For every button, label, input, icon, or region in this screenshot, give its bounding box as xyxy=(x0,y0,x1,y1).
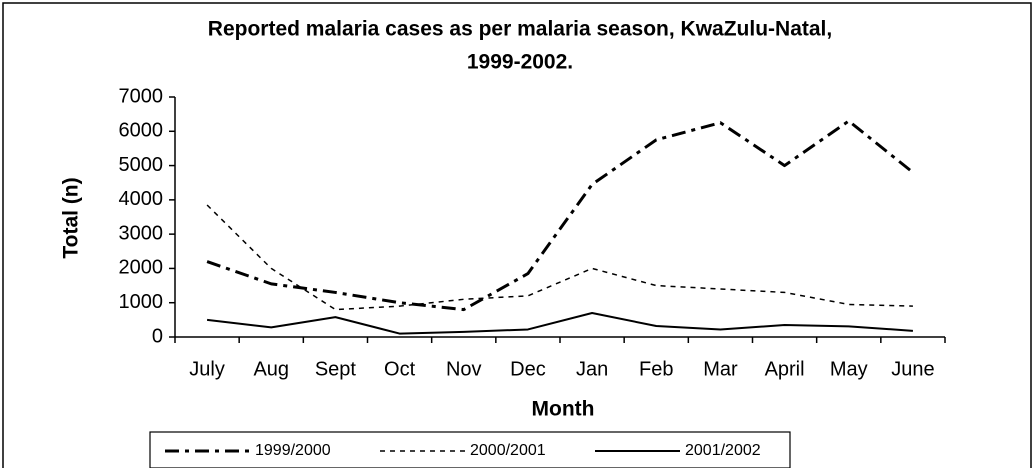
y-tick-label: 1000 xyxy=(119,291,164,313)
x-tick-label: Aug xyxy=(253,358,289,380)
y-tick-label: 0 xyxy=(152,325,163,347)
x-tick-label: May xyxy=(830,358,868,380)
x-tick-label: July xyxy=(189,358,225,380)
y-tick-label: 7000 xyxy=(119,85,164,107)
legend-label: 2001/2002 xyxy=(685,442,761,459)
y-tick-label: 3000 xyxy=(119,222,164,244)
legend-label: 1999/2000 xyxy=(255,442,331,459)
legend-label: 2000/2001 xyxy=(470,442,546,459)
series-line xyxy=(206,119,914,312)
y-tick-label: 6000 xyxy=(119,120,164,142)
x-tick-label: June xyxy=(891,358,934,380)
chart-title: 1999-2002. xyxy=(467,51,573,74)
x-tick-label: Nov xyxy=(446,358,482,380)
x-axis-title: Month xyxy=(532,398,595,421)
x-tick-label: Dec xyxy=(510,358,546,380)
x-tick-label: Jan xyxy=(576,358,608,380)
y-axis-title: Total (n) xyxy=(60,177,83,258)
x-tick-label: Feb xyxy=(639,358,673,380)
x-tick-label: Oct xyxy=(384,358,416,380)
y-tick-label: 5000 xyxy=(119,154,164,176)
x-tick-label: Sept xyxy=(315,358,357,380)
chart-title: Reported malaria cases as per malaria se… xyxy=(208,18,832,41)
legend-box xyxy=(149,431,791,468)
x-tick-label: Mar xyxy=(703,358,738,380)
series-line xyxy=(206,312,913,335)
y-tick-label: 2000 xyxy=(119,257,164,279)
x-tick-label: April xyxy=(765,358,805,380)
series-line xyxy=(206,204,913,311)
y-tick-label: 4000 xyxy=(119,188,164,210)
